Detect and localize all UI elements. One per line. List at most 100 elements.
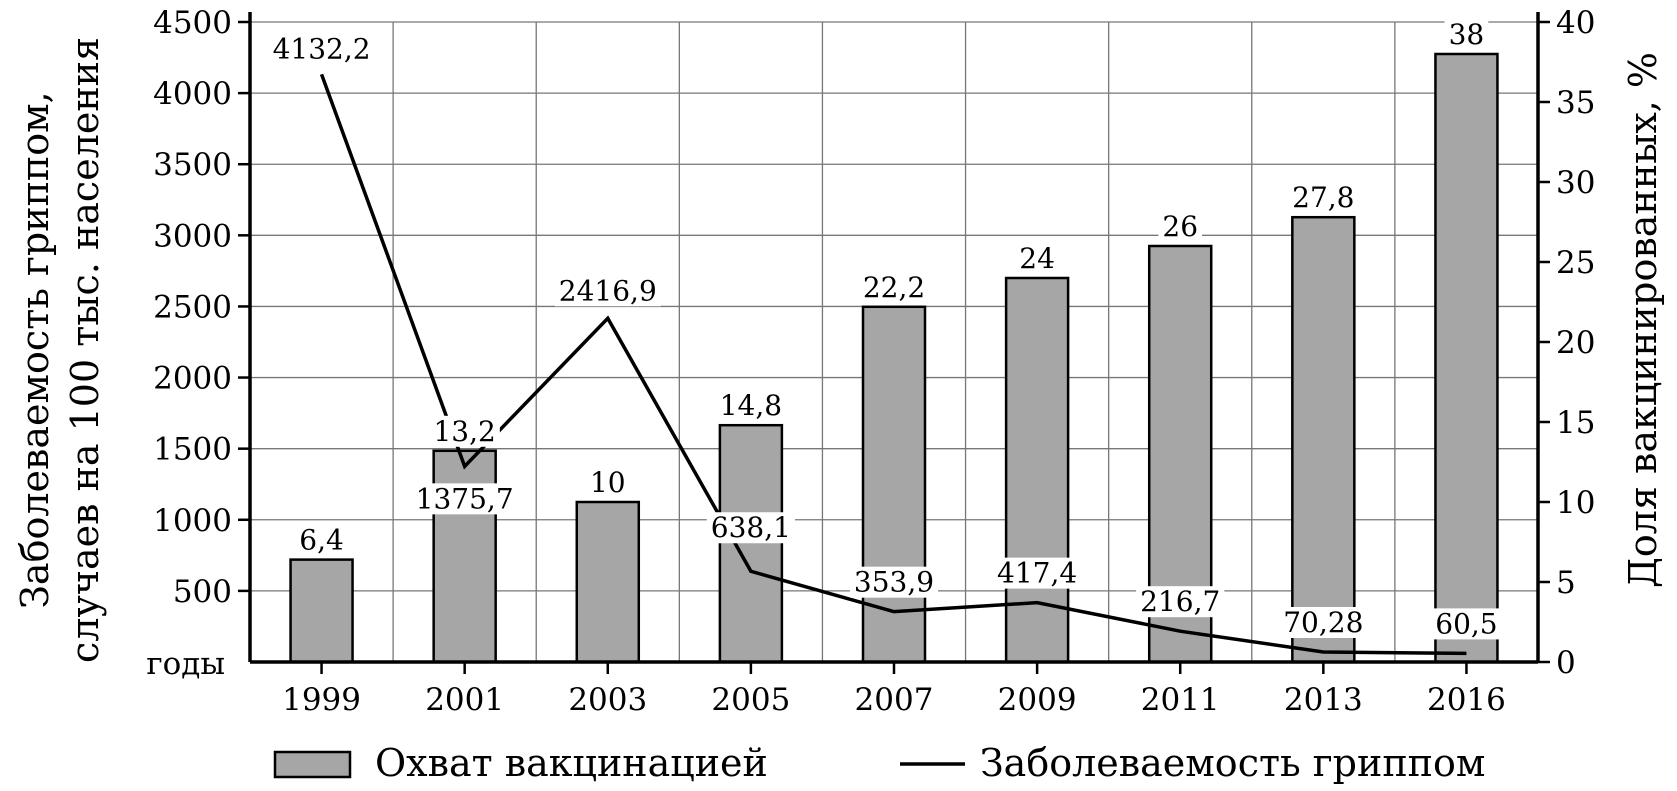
left-tick-label: 4500 <box>153 5 232 41</box>
left-tick-label: 2500 <box>153 289 232 325</box>
right-tick-label: 30 <box>1556 165 1595 201</box>
legend-bar-swatch <box>273 750 352 779</box>
legend-line-label: Заболеваемость гриппом <box>980 741 1485 785</box>
line-value-label-group: 4132,2 <box>268 32 375 65</box>
bar-value-label: 27,8 <box>1292 181 1354 214</box>
line-value-label: 4132,2 <box>273 32 371 65</box>
x-tick-label: 2001 <box>425 682 504 718</box>
right-tick-label: 40 <box>1556 5 1595 41</box>
bar-value-label-bg <box>1158 211 1203 242</box>
bar <box>718 423 784 664</box>
bar-value-label: 6,4 <box>299 524 344 557</box>
line-value-label: 70,28 <box>1283 606 1363 639</box>
right-tick-label: 5 <box>1556 565 1576 601</box>
bar-value-label-group: 14,8 <box>715 389 787 422</box>
x-tick-label: 2005 <box>711 682 790 718</box>
right-tick-label: 15 <box>1556 405 1595 441</box>
x-tick-label: 2009 <box>998 682 1077 718</box>
left-tick-label: 1500 <box>153 432 232 468</box>
bar-value-label-group: 10 <box>585 466 630 499</box>
line-value-label: 353,9 <box>854 566 934 599</box>
bar-value-label-bg <box>858 271 930 303</box>
right-tick-label: 10 <box>1556 485 1595 521</box>
bar-value-label-group: 38 <box>1444 18 1489 51</box>
left-tick-label: 1000 <box>153 503 232 539</box>
bar-value-label: 13,2 <box>433 415 495 448</box>
right-axis-title: Доля вакцинированных, % <box>1621 52 1665 588</box>
bar-value-label: 38 <box>1449 18 1485 51</box>
bar <box>1004 276 1070 664</box>
incidence-line-group <box>319 73 1467 656</box>
x-tick-label: 2016 <box>1427 682 1506 718</box>
x-tick-label: 2003 <box>568 682 647 718</box>
bar-value-label-group: 27,8 <box>1288 181 1359 214</box>
line-value-label: 1375,7 <box>416 482 514 515</box>
line-value-label-bg <box>706 512 795 544</box>
bar-value-label: 10 <box>590 466 626 499</box>
bar-value-label-bg <box>1015 243 1059 274</box>
line-value-label-group: 638,1 <box>706 511 795 544</box>
line-value-label-bg <box>554 275 661 307</box>
right-tick-label: 0 <box>1556 645 1576 681</box>
data-labels: 6,4 13,2 10 14,8 22,2 24 26 27,8 38 4132,2 1375,7 2… <box>268 18 1502 640</box>
line-value-label-group: 60,5 <box>1431 607 1502 640</box>
bar-value-label-group: 13,2 <box>429 415 500 448</box>
line-value-label-bg <box>411 483 518 515</box>
x-unit-label: годы <box>146 646 225 682</box>
bar <box>861 305 927 664</box>
bar-value-label: 22,2 <box>863 271 925 304</box>
line-value-label-group: 417,4 <box>993 557 1082 590</box>
line-value-label-bg <box>268 33 375 65</box>
left-axis-title-line2: случаев на 100 тыс. населения <box>63 37 107 663</box>
x-tick-label: 2007 <box>855 682 934 718</box>
bar-value-label-bg <box>295 524 348 556</box>
line-value-label-group: 353,9 <box>849 566 939 599</box>
line-value-label-group: 70,28 <box>1279 606 1368 639</box>
line-value-label-bg <box>849 566 939 598</box>
line-value-label-group: 2416,9 <box>554 274 661 307</box>
bar <box>1434 52 1499 664</box>
line-value-label: 216,7 <box>1140 585 1220 618</box>
right-tick-label: 20 <box>1556 325 1595 361</box>
bar-value-label-bg <box>429 415 500 447</box>
line-value-label: 2416,9 <box>559 274 657 307</box>
bar-value-label-group: 24 <box>1015 242 1059 275</box>
bar-value-label: 26 <box>1162 210 1198 243</box>
right-tick-label: 35 <box>1556 85 1595 121</box>
x-tick-label: 2013 <box>1284 682 1363 718</box>
bar <box>289 558 354 664</box>
line-value-label-group: 216,7 <box>1136 585 1225 618</box>
bar-value-label-bg <box>1444 19 1489 50</box>
bar-value-label-group: 6,4 <box>295 524 348 557</box>
line-value-label-bg <box>993 557 1082 589</box>
axes: 500 1000 1500 2000 2500 3000 3500 4000 4500 0 5 10 1… <box>153 5 1595 718</box>
left-tick-label: 3000 <box>153 218 232 254</box>
incidence-line <box>319 73 1467 656</box>
left-tick-label: 4000 <box>153 76 232 112</box>
line-value-label: 638,1 <box>711 511 791 544</box>
line-value-label: 417,4 <box>997 557 1077 590</box>
left-tick-label: 2000 <box>153 361 232 397</box>
line-value-label-group: 1375,7 <box>411 482 518 515</box>
line-value-label-bg <box>1431 608 1502 640</box>
bar-value-label-bg <box>1288 182 1359 214</box>
line-value-label-bg <box>1136 586 1225 618</box>
line-value-label: 60,5 <box>1435 607 1497 640</box>
bar-value-label-bg <box>585 467 630 498</box>
left-tick-label: 500 <box>173 574 232 610</box>
bar-value-label: 14,8 <box>720 389 782 422</box>
bar <box>575 500 641 664</box>
x-tick-label: 1999 <box>282 682 361 718</box>
right-tick-label: 25 <box>1556 245 1595 281</box>
x-tick-label: 2011 <box>1141 682 1220 718</box>
bar <box>1291 215 1356 664</box>
bar-value-label: 24 <box>1019 242 1055 275</box>
legend-bar-label: Охват вакцинацией <box>375 741 768 785</box>
left-tick-label: 3500 <box>153 147 232 183</box>
left-axis-title-line1: Заболеваемость гриппом, <box>13 91 57 609</box>
line-value-label-bg <box>1279 607 1368 639</box>
legend: Охват вакцинацией Заболеваемость гриппом <box>273 741 1485 785</box>
bar-value-label-bg <box>715 390 787 422</box>
bar-value-label-group: 22,2 <box>858 271 930 304</box>
